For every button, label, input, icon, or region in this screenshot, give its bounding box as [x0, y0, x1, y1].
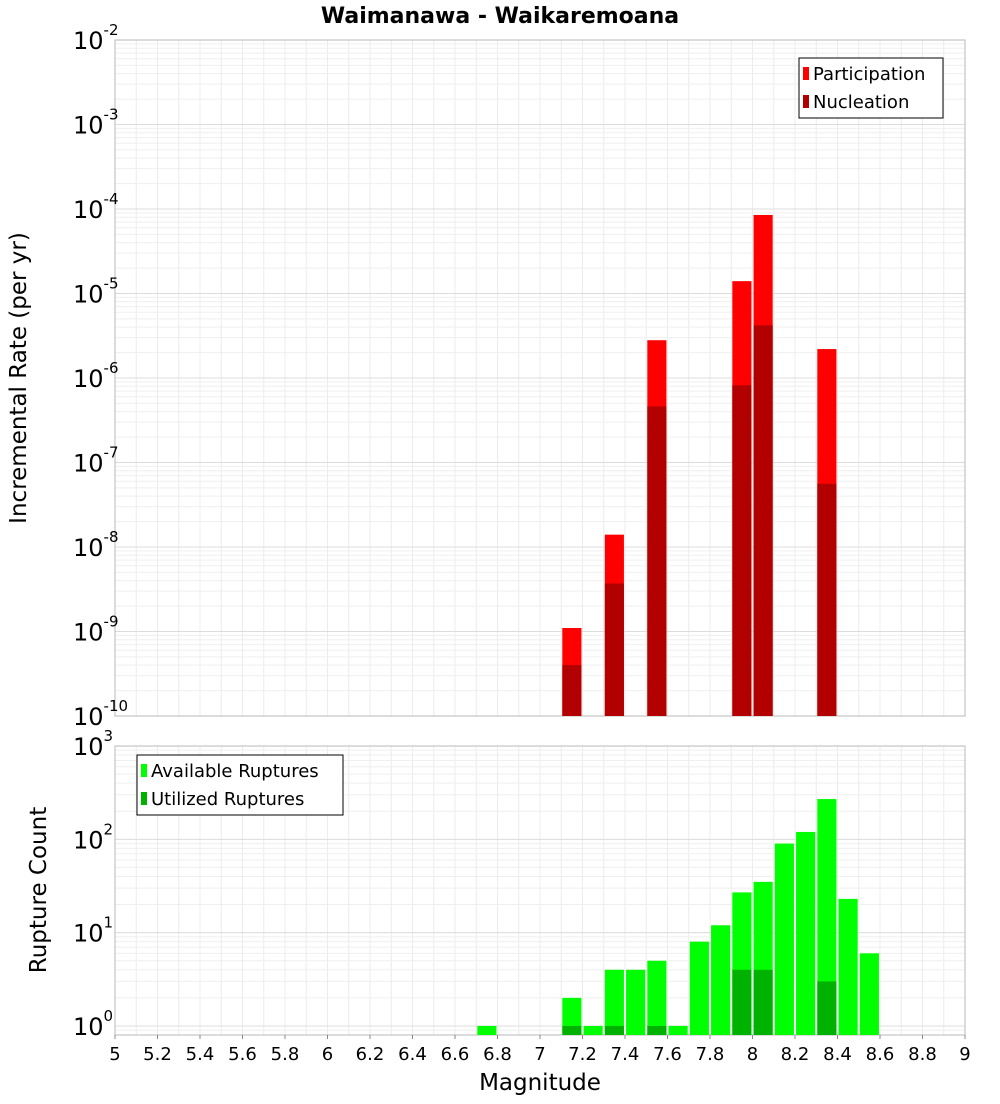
- y-tick-label: 10-9: [73, 613, 119, 647]
- legend-label-nucleation: Nucleation: [813, 92, 909, 113]
- x-tick-label: 6.4: [398, 1044, 427, 1065]
- bar-available-ruptures: [859, 953, 879, 1035]
- legend-swatch-available: [141, 764, 147, 777]
- chart-title: Waimanawa - Waikaremoana: [321, 4, 679, 29]
- bar-utilized-ruptures: [604, 1025, 624, 1035]
- y-tick-label: 100: [73, 1007, 113, 1041]
- top-y-axis-label: Incremental Rate (per yr): [6, 232, 32, 524]
- bottom-plot-bars: [477, 799, 879, 1035]
- x-tick-label: 5.6: [228, 1044, 257, 1065]
- top-legend-box: [798, 57, 944, 119]
- x-tick-label: 5.8: [271, 1044, 300, 1065]
- x-axis-label: Magnitude: [479, 1070, 601, 1096]
- y-tick-label: 103: [73, 727, 113, 761]
- bar-available-ruptures: [583, 1025, 603, 1035]
- x-tick-label: 7: [534, 1044, 545, 1065]
- top-plot-bars: [562, 214, 837, 716]
- y-tick-label: 101: [73, 914, 113, 948]
- x-tick-label: 7.2: [568, 1044, 597, 1065]
- top-plot-grid: [114, 39, 966, 717]
- y-tick-label: 10-3: [73, 106, 119, 140]
- bar-available-ruptures: [711, 925, 731, 1035]
- x-tick-label: 8.2: [781, 1044, 810, 1065]
- y-tick-label: 10-2: [73, 21, 119, 55]
- x-tick-label: 7.4: [611, 1044, 640, 1065]
- y-tick-label: 10-6: [73, 359, 119, 393]
- y-tick-label: 10-5: [73, 275, 119, 309]
- x-tick-label: 7.8: [696, 1044, 725, 1065]
- y-tick-exponent: 3: [104, 727, 114, 745]
- y-tick-exponent: -5: [104, 275, 119, 293]
- legend-swatch-participation: [803, 67, 809, 80]
- x-tick-label: 6.2: [356, 1044, 385, 1065]
- x-tick-label: 5.2: [143, 1044, 172, 1065]
- x-tick-label: 5: [109, 1044, 120, 1065]
- x-tick-label: 6.6: [441, 1044, 470, 1065]
- bar-utilized-ruptures: [562, 1025, 582, 1035]
- bar-available-ruptures: [477, 1025, 497, 1035]
- y-tick-exponent: -7: [104, 444, 119, 462]
- y-tick-exponent: -2: [104, 21, 119, 39]
- bottom-legend-box: [136, 754, 344, 816]
- x-tick-labels: 5 5.2 5.4 5.6 5.8 6 6.2 6.4 6.6 6.8 7 7.2 7.4 7.6 7.8 8…: [109, 1035, 971, 1065]
- bar-nucleation: [647, 406, 667, 716]
- top-plot-frame: [114, 39, 966, 717]
- y-tick-exponent: 2: [104, 820, 114, 838]
- x-tick-label: 8.6: [866, 1044, 895, 1065]
- bottom-legend: Available Ruptures Utilized Ruptures: [136, 754, 344, 816]
- bar-available-ruptures: [562, 997, 582, 1035]
- x-tick-label: 8: [747, 1044, 758, 1065]
- legend-label-available: Available Ruptures: [151, 761, 319, 782]
- bar-available-ruptures: [796, 831, 816, 1035]
- y-tick-exponent: -9: [104, 613, 119, 631]
- legend-label-utilized: Utilized Ruptures: [151, 789, 304, 810]
- bar-utilized-ruptures: [753, 969, 773, 1035]
- bar-nucleation: [604, 583, 624, 716]
- x-tick-label: 8.4: [823, 1044, 852, 1065]
- bar-available-ruptures: [838, 898, 858, 1035]
- bar-available-ruptures: [689, 941, 709, 1035]
- legend-swatch-utilized: [141, 792, 147, 805]
- top-legend: Participation Nucleation: [798, 57, 944, 119]
- bar-available-ruptures: [626, 969, 646, 1035]
- y-tick-exponent: 0: [104, 1007, 114, 1025]
- bar-available-ruptures: [647, 960, 667, 1035]
- bar-available-ruptures: [668, 1025, 688, 1035]
- bar-available-ruptures: [817, 799, 837, 1035]
- bar-utilized-ruptures: [817, 981, 837, 1035]
- bar-nucleation: [562, 665, 582, 716]
- x-tick-label: 8.8: [908, 1044, 937, 1065]
- bar-utilized-ruptures: [647, 1025, 667, 1035]
- legend-label-participation: Participation: [813, 64, 925, 85]
- bar-available-ruptures: [604, 969, 624, 1035]
- bar-nucleation: [817, 483, 837, 716]
- y-tick-label: 10-8: [73, 528, 119, 562]
- y-tick-label: 10-7: [73, 444, 119, 478]
- y-tick-exponent: -6: [104, 359, 119, 377]
- x-tick-label: 6: [322, 1044, 333, 1065]
- y-tick-exponent: -3: [104, 106, 119, 124]
- bar-available-ruptures: [774, 843, 794, 1035]
- y-tick-exponent: -10: [104, 697, 129, 715]
- x-tick-label: 5.4: [186, 1044, 215, 1065]
- y-tick-exponent: -4: [104, 190, 119, 208]
- y-tick-label: 102: [73, 820, 113, 854]
- x-tick-label: 6.8: [483, 1044, 512, 1065]
- y-tick-label: 10-4: [73, 190, 119, 224]
- x-tick-label: 9: [959, 1044, 970, 1065]
- x-tick-label: 7.6: [653, 1044, 682, 1065]
- bar-nucleation: [753, 325, 773, 716]
- y-tick-exponent: 1: [104, 914, 114, 932]
- legend-swatch-nucleation: [803, 95, 809, 108]
- bar-utilized-ruptures: [732, 969, 752, 1035]
- bar-nucleation: [732, 385, 752, 716]
- y-tick-label: 10-10: [73, 697, 128, 731]
- bottom-y-axis-label: Rupture Count: [26, 807, 52, 973]
- top-y-tick-labels: 10-10 10-9 10-8 10-7 10-6 10-5 10-4 10-3 10-2: [73, 21, 128, 731]
- y-tick-exponent: -8: [104, 528, 119, 546]
